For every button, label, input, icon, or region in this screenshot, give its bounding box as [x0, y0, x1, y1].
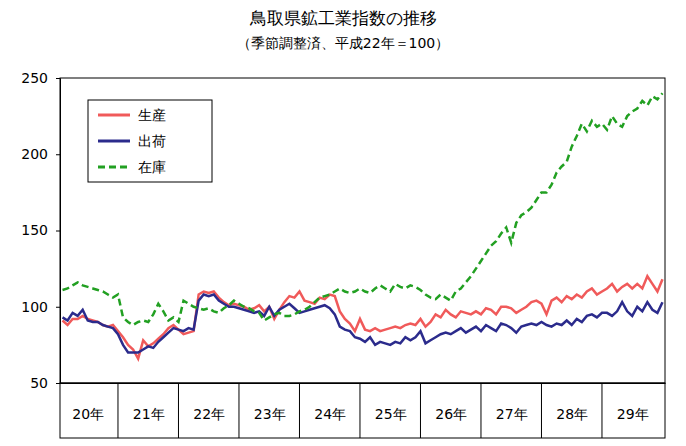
- category-separator: [480, 383, 481, 438]
- x-tick-label: 22年: [193, 406, 225, 422]
- y-tick-label: 50: [30, 375, 48, 391]
- category-separator: [299, 383, 300, 438]
- chart-container: 鳥取県鉱工業指数の推移 （季節調整済、平成22年＝100） 50 100 150 200 2…: [0, 0, 686, 446]
- legend-swatch: [98, 140, 130, 143]
- x-tick-label: 21年: [133, 406, 165, 422]
- series-line: [63, 93, 663, 325]
- x-tick: 24年: [314, 383, 346, 422]
- y-tick-label: 100: [21, 299, 48, 315]
- x-axis-line: [61, 383, 666, 384]
- y-tick-mark: [56, 78, 60, 79]
- legend-label: 出荷: [138, 133, 166, 149]
- legend-box: [88, 100, 212, 182]
- x-tick: 28年: [556, 383, 588, 422]
- x-tick: 20年: [72, 383, 104, 422]
- x-tick: 21年: [133, 383, 165, 422]
- y-tick: 150: [21, 222, 60, 238]
- y-axis-line: [56, 79, 61, 384]
- y-axis: 50 100 150 200 250: [21, 70, 60, 391]
- y-tick-label: 200: [21, 146, 48, 162]
- subtitle: （季節調整済、平成22年＝100）: [237, 35, 450, 51]
- category-separator: [359, 383, 360, 438]
- category-separator: [178, 383, 179, 438]
- plot-frame: [60, 78, 665, 383]
- legend-swatch: [98, 166, 130, 169]
- x-tick: 25年: [375, 383, 407, 422]
- y-tick: 50: [30, 375, 60, 391]
- x-tick-label: 23年: [254, 406, 286, 422]
- x-tick: 22年: [193, 383, 225, 422]
- category-separator: [541, 383, 542, 438]
- x-tick: 26年: [435, 383, 467, 422]
- x-tick-label: 24年: [314, 406, 346, 422]
- y-tick-label: 250: [21, 70, 48, 86]
- y-tick: 250: [21, 70, 60, 86]
- title: 鳥取県鉱工業指数の推移: [249, 8, 437, 28]
- series-line: [63, 276, 663, 358]
- x-tick: 27年: [496, 383, 528, 422]
- x-tick: 23年: [254, 383, 286, 422]
- x-tick-label: 20年: [72, 406, 104, 422]
- x-tick: 29年: [617, 383, 649, 422]
- y-tick-mark: [56, 383, 60, 384]
- y-tick-mark: [56, 231, 60, 232]
- x-tick-label: 28年: [556, 406, 588, 422]
- x-tick-label: 25年: [375, 406, 407, 422]
- series-line: [63, 295, 663, 353]
- y-tick-label: 150: [21, 222, 48, 238]
- category-separator: [420, 383, 421, 438]
- legend-label: 在庫: [138, 159, 166, 175]
- y-tick-mark: [56, 307, 60, 308]
- legend-swatch: [98, 114, 130, 117]
- legend-label: 生産: [138, 107, 166, 123]
- x-axis: 20年 21年 22年 23年 24年 25年 26年 27年 28年 29年: [61, 383, 666, 422]
- category-separator: [238, 383, 239, 438]
- x-tick-label: 26年: [435, 406, 467, 422]
- y-tick: 200: [21, 146, 60, 162]
- x-tick-label: 29年: [617, 406, 649, 422]
- x-tick-label: 27年: [496, 406, 528, 422]
- plot-marks: [63, 93, 663, 358]
- background: [0, 0, 686, 446]
- chart-svg: 鳥取県鉱工業指数の推移 （季節調整済、平成22年＝100） 50 100 150 200 2…: [0, 0, 686, 446]
- y-tick: 100: [21, 299, 60, 315]
- category-separator: [117, 383, 118, 438]
- y-tick-mark: [56, 154, 60, 155]
- category-separator: [601, 383, 602, 438]
- legend: 生産出荷在庫: [88, 100, 212, 182]
- category-box: [60, 383, 665, 438]
